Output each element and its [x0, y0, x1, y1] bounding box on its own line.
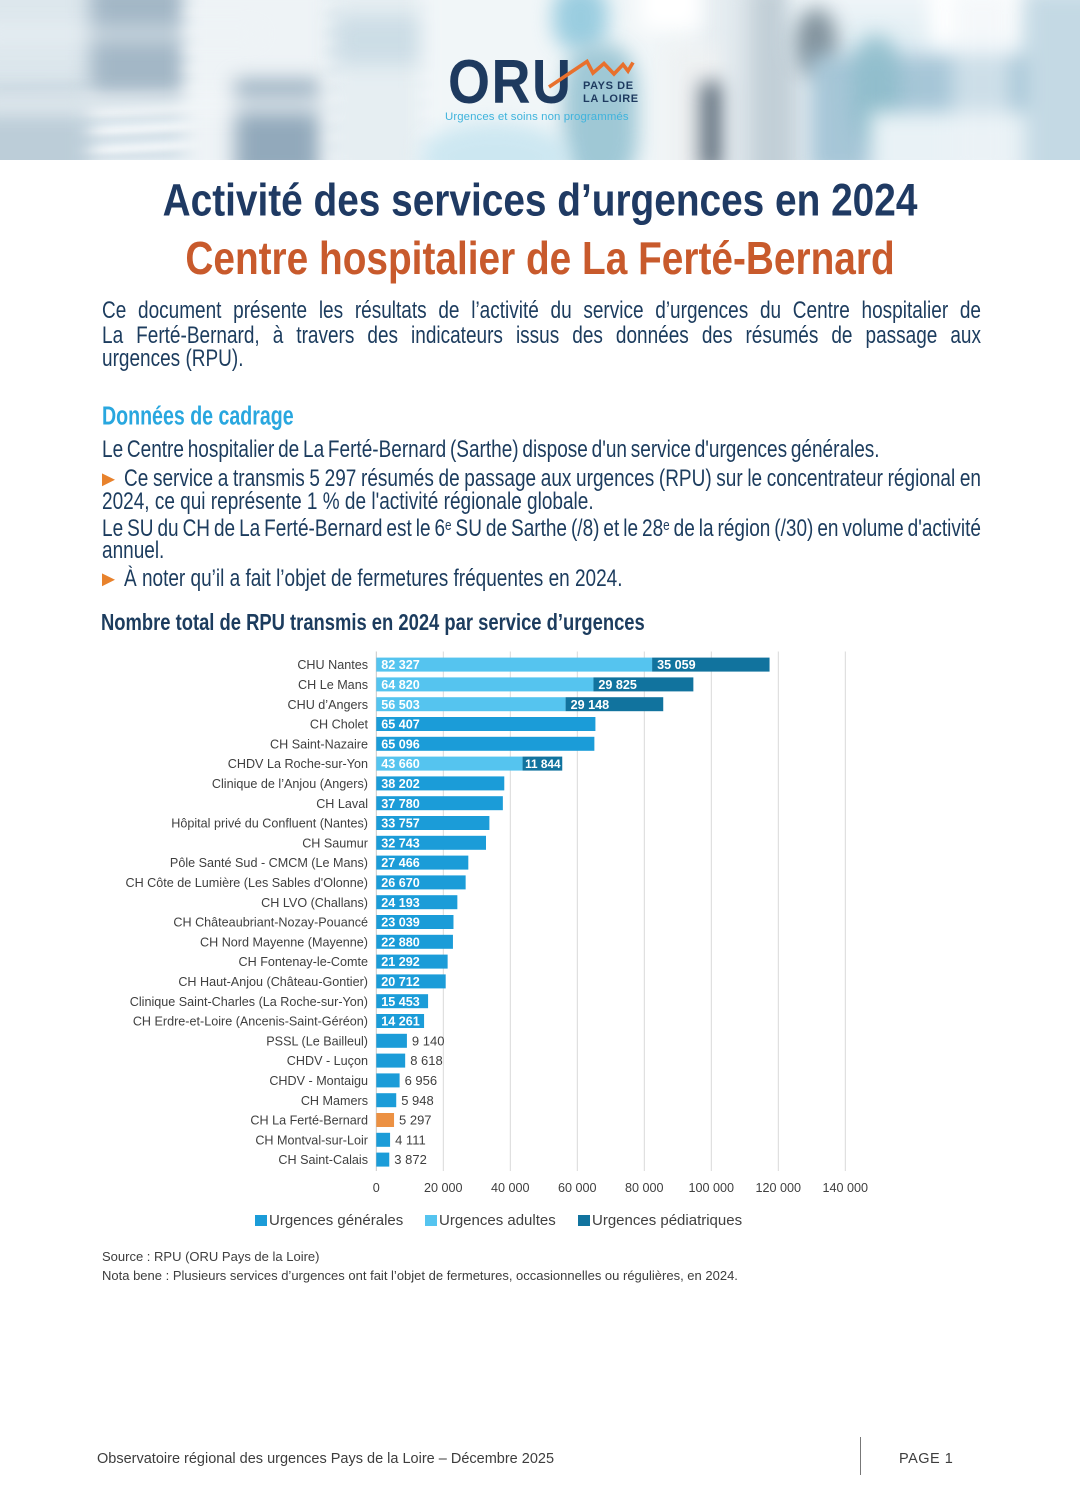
svg-text:CH Laval: CH Laval [316, 797, 368, 811]
svg-text:20 712: 20 712 [381, 975, 420, 989]
svg-text:5 948: 5 948 [401, 1093, 434, 1108]
svg-text:Clinique Saint-Charles (La Roc: Clinique Saint-Charles (La Roche-sur-Yon… [130, 995, 368, 1009]
svg-text:33 757: 33 757 [381, 817, 420, 831]
svg-text:CH Fontenay-le-Comte: CH Fontenay-le-Comte [239, 955, 368, 969]
svg-text:23 039: 23 039 [381, 916, 420, 930]
svg-text:60 000: 60 000 [558, 1181, 597, 1195]
svg-text:21 292: 21 292 [381, 955, 420, 969]
svg-text:CHDV La Roche-sur-Yon: CHDV La Roche-sur-Yon [228, 757, 368, 771]
svg-text:Clinique de l’Anjou (Angers): Clinique de l’Anjou (Angers) [212, 777, 368, 791]
svg-text:CH Saint-Calais: CH Saint-Calais [278, 1153, 368, 1167]
svg-text:24 193: 24 193 [381, 896, 420, 910]
svg-text:CH Erdre-et-Loire (Ancenis-Sai: CH Erdre-et-Loire (Ancenis-Saint-Géréon) [133, 1015, 368, 1029]
svg-text:CH Mamers: CH Mamers [301, 1094, 368, 1108]
svg-text:20 000: 20 000 [424, 1181, 463, 1195]
svg-text:Pôle Santé Sud - CMCM (Le Mans: Pôle Santé Sud - CMCM (Le Mans) [170, 856, 368, 870]
svg-text:CHU Nantes: CHU Nantes [297, 658, 368, 672]
svg-text:22 880: 22 880 [381, 935, 420, 949]
svg-text:40 000: 40 000 [491, 1181, 530, 1195]
svg-text:8 618: 8 618 [410, 1053, 443, 1068]
svg-text:140 000: 140 000 [823, 1181, 869, 1195]
svg-text:82 327: 82 327 [381, 658, 420, 672]
svg-text:11 844: 11 844 [525, 757, 561, 771]
svg-text:5 297: 5 297 [399, 1113, 432, 1128]
svg-text:CH Haut-Anjou (Château-Gontier: CH Haut-Anjou (Château-Gontier) [178, 975, 368, 989]
svg-text:6 956: 6 956 [405, 1073, 438, 1088]
svg-text:4 111: 4 111 [395, 1132, 426, 1147]
svg-text:80 000: 80 000 [625, 1181, 664, 1195]
svg-text:PSSL (Le Bailleul): PSSL (Le Bailleul) [266, 1034, 368, 1048]
svg-text:120 000: 120 000 [756, 1181, 802, 1195]
svg-text:65 096: 65 096 [381, 737, 420, 751]
svg-text:CH Saint-Nazaire: CH Saint-Nazaire [270, 737, 368, 751]
svg-text:0: 0 [373, 1181, 380, 1195]
svg-text:CH Le Mans: CH Le Mans [298, 678, 368, 692]
svg-text:26 670: 26 670 [381, 876, 420, 890]
svg-text:27 466: 27 466 [381, 856, 420, 870]
svg-text:CH Saumur: CH Saumur [302, 836, 368, 850]
svg-text:32 743: 32 743 [381, 836, 420, 850]
svg-text:CH LVO (Challans): CH LVO (Challans) [261, 896, 368, 910]
svg-text:CHU d’Angers: CHU d’Angers [288, 698, 369, 712]
svg-text:CH Cholet: CH Cholet [310, 718, 369, 732]
svg-text:15 453: 15 453 [381, 995, 420, 1009]
svg-text:9 140: 9 140 [412, 1033, 445, 1048]
svg-text:CHDV - Luçon: CHDV - Luçon [287, 1054, 368, 1068]
svg-text:14 261: 14 261 [381, 1015, 420, 1029]
svg-text:43 660: 43 660 [381, 757, 420, 771]
svg-text:3 872: 3 872 [394, 1152, 427, 1167]
svg-text:56 503: 56 503 [381, 698, 420, 712]
svg-text:38 202: 38 202 [381, 777, 420, 791]
svg-text:CH Nord Mayenne (Mayenne): CH Nord Mayenne (Mayenne) [200, 935, 368, 949]
svg-text:CHDV - Montaigu: CHDV - Montaigu [269, 1074, 368, 1088]
svg-text:64 820: 64 820 [381, 678, 420, 692]
svg-text:CH Côte de Lumière (Les Sables: CH Côte de Lumière (Les Sables d'Olonne) [125, 876, 368, 890]
svg-text:65 407: 65 407 [381, 718, 420, 732]
svg-text:29 148: 29 148 [571, 698, 610, 712]
svg-text:CH Montval-sur-Loir: CH Montval-sur-Loir [255, 1133, 368, 1147]
svg-text:CH Châteaubriant-Nozay-Pouancé: CH Châteaubriant-Nozay-Pouancé [173, 916, 368, 930]
svg-text:37 780: 37 780 [381, 797, 420, 811]
svg-text:100 000: 100 000 [689, 1181, 735, 1195]
svg-text:35 059: 35 059 [657, 658, 696, 672]
svg-text:29 825: 29 825 [598, 678, 637, 692]
svg-text:CH La Ferté-Bernard: CH La Ferté-Bernard [250, 1114, 368, 1128]
svg-text:Hôpital privé du Confluent (Na: Hôpital privé du Confluent (Nantes) [171, 817, 368, 831]
